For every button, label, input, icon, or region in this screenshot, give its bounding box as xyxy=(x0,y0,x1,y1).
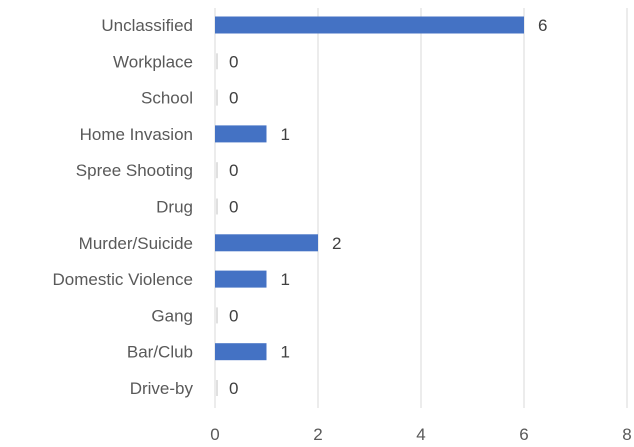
category-labels: Unclassified Workplace School Home Invasion… xyxy=(53,16,194,398)
data-label: 1 xyxy=(281,343,290,362)
category-label: Gang xyxy=(151,306,193,325)
data-label: 2 xyxy=(332,234,341,253)
category-label: Drug xyxy=(156,198,193,217)
bars xyxy=(215,16,524,396)
bar xyxy=(215,270,267,288)
x-tick-label: 2 xyxy=(313,425,322,444)
category-label: Drive-by xyxy=(130,379,194,398)
category-label: Spree Shooting xyxy=(76,161,193,180)
gridlines xyxy=(214,8,628,408)
data-labels: 6 0 0 1 0 0 2 1 0 1 0 xyxy=(229,16,547,398)
bar xyxy=(216,53,218,70)
category-label: Workplace xyxy=(113,52,193,71)
x-tick-label: 0 xyxy=(210,425,219,444)
category-label: Bar/Club xyxy=(127,343,193,362)
bar xyxy=(215,234,318,252)
bar xyxy=(216,162,218,179)
data-label: 0 xyxy=(229,52,238,71)
bar xyxy=(216,307,218,324)
x-tick-label: 8 xyxy=(622,425,631,444)
data-label: 1 xyxy=(281,125,290,144)
category-label: Unclassified xyxy=(101,16,193,35)
data-label: 0 xyxy=(229,198,238,217)
data-label: 0 xyxy=(229,161,238,180)
data-label: 6 xyxy=(538,16,547,35)
category-label: Home Invasion xyxy=(80,125,193,144)
x-axis-tick-labels: 0 2 4 6 8 xyxy=(210,425,631,444)
bar xyxy=(216,198,218,215)
category-label: School xyxy=(141,89,193,108)
bar xyxy=(215,125,267,143)
bar xyxy=(216,89,218,106)
category-label: Domestic Violence xyxy=(53,270,193,289)
bar xyxy=(215,16,524,34)
bar xyxy=(216,380,218,396)
category-label: Murder/Suicide xyxy=(79,234,193,253)
bar xyxy=(215,343,267,361)
data-label: 0 xyxy=(229,306,238,325)
data-label: 0 xyxy=(229,379,238,398)
x-tick-label: 4 xyxy=(416,425,425,444)
data-label: 0 xyxy=(229,89,238,108)
data-label: 1 xyxy=(281,270,290,289)
x-tick-label: 6 xyxy=(519,425,528,444)
